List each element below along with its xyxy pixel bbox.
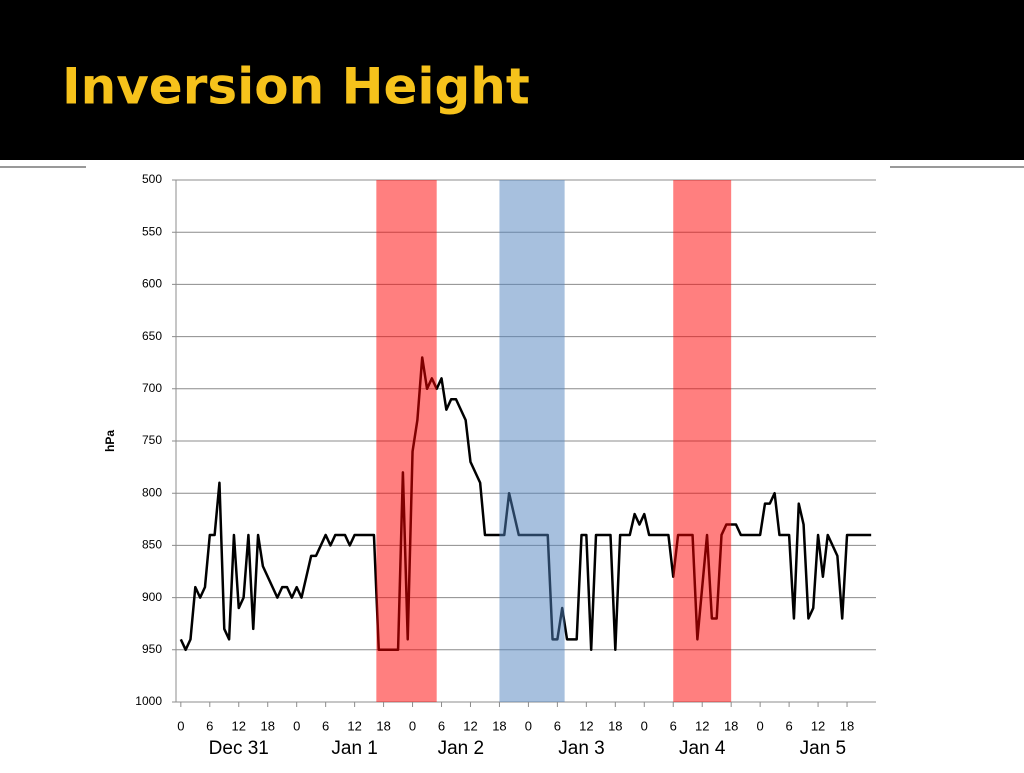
y-tick-label: 850: [142, 538, 162, 552]
y-tick-label: 1000: [135, 694, 162, 708]
shaded-band: [499, 180, 565, 702]
y-tick-label: 650: [142, 329, 162, 343]
day-label: Jan 1: [331, 738, 377, 759]
x-tick-label: 6: [438, 718, 445, 733]
shaded-band: [376, 180, 437, 702]
x-tick-label: 18: [492, 718, 506, 733]
y-tick-label: 600: [142, 277, 162, 291]
x-tick-label: 12: [463, 718, 477, 733]
x-tick-label: 0: [293, 718, 300, 733]
x-tick-label: 0: [757, 718, 764, 733]
day-label: Jan 4: [679, 738, 726, 759]
x-tick-label: 18: [724, 718, 738, 733]
x-tick-label: 18: [608, 718, 622, 733]
y-tick-label: 950: [142, 642, 162, 656]
x-tick-label: 6: [322, 718, 329, 733]
header-band: [0, 0, 1024, 160]
y-tick-label: 800: [142, 485, 162, 499]
day-label: Dec 31: [209, 738, 269, 759]
x-tick-label: 12: [347, 718, 361, 733]
x-tick-label: 0: [641, 718, 648, 733]
y-tick-label: 750: [142, 433, 162, 447]
x-tick-label: 0: [409, 718, 416, 733]
day-label: Jan 3: [558, 738, 604, 759]
x-tick-label: 6: [554, 718, 561, 733]
x-tick-label: 12: [232, 718, 246, 733]
x-tick-label: 18: [840, 718, 854, 733]
shaded-band: [673, 180, 732, 702]
x-tick-label: 0: [525, 718, 532, 733]
x-tick-label: 12: [695, 718, 709, 733]
x-tick-label: 12: [811, 718, 825, 733]
y-axis-label: hPa: [103, 430, 117, 452]
y-tick-label: 700: [142, 381, 162, 395]
y-tick-label: 500: [142, 172, 162, 186]
x-tick-label: 6: [206, 718, 213, 733]
x-tick-label: 6: [785, 718, 792, 733]
x-tick-label: 6: [670, 718, 677, 733]
x-tick-label: 12: [579, 718, 593, 733]
day-label: Jan 2: [438, 738, 484, 759]
x-tick-label: 0: [177, 718, 184, 733]
day-label: Jan 5: [800, 738, 846, 759]
x-tick-label: 18: [376, 718, 390, 733]
chart-title: Inversion Height: [62, 58, 530, 116]
x-tick-label: 18: [260, 718, 274, 733]
y-tick-label: 900: [142, 590, 162, 604]
y-tick-label: 550: [142, 224, 162, 238]
data-line: [179, 356, 872, 652]
